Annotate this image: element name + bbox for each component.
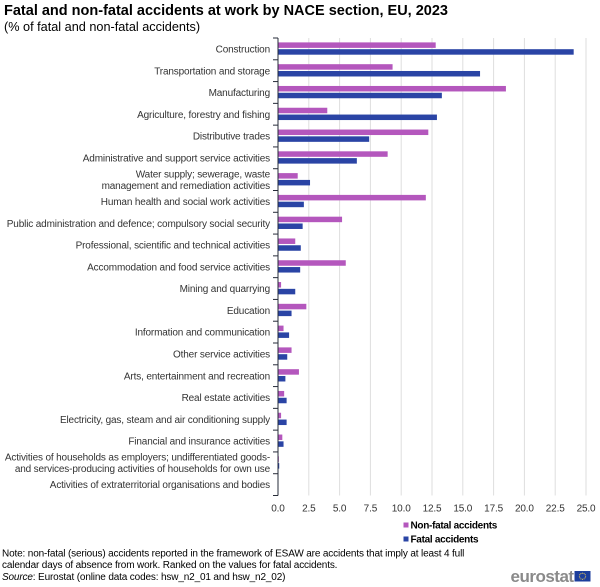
svg-text:Education: Education xyxy=(227,306,270,317)
svg-text:Construction: Construction xyxy=(216,44,270,55)
svg-text:12.5: 12.5 xyxy=(423,504,442,515)
svg-text:Accommodation and food service: Accommodation and food service activitie… xyxy=(87,262,270,273)
svg-text:Arts, entertainment and recrea: Arts, entertainment and recreation xyxy=(124,371,270,382)
svg-text:17.5: 17.5 xyxy=(484,504,503,515)
svg-text:2.5: 2.5 xyxy=(302,504,316,515)
svg-text:Water supply; sewerage, waste: Water supply; sewerage, waste xyxy=(136,169,271,180)
svg-text:and services-producing activit: and services-producing activities of hou… xyxy=(15,464,271,475)
svg-text:management and remediation act: management and remediation activities xyxy=(102,181,271,192)
svg-text:Agriculture, forestry and fish: Agriculture, forestry and fishing xyxy=(137,110,270,121)
svg-text:Note: non-fatal (serious) acci: Note: non-fatal (serious) accidents repo… xyxy=(2,549,464,560)
svg-text:25.0: 25.0 xyxy=(577,504,596,515)
svg-text:10.0: 10.0 xyxy=(392,504,411,515)
svg-text:Public administration and defe: Public administration and defence; compu… xyxy=(7,219,270,230)
svg-text:Information and communication: Information and communication xyxy=(135,328,270,339)
svg-text:Manufacturing: Manufacturing xyxy=(209,88,270,99)
svg-text:Professional, scientific and t: Professional, scientific and technical a… xyxy=(76,241,271,252)
svg-text:Financial and insurance activi: Financial and insurance activities xyxy=(128,437,270,448)
svg-text:Fatal accidents: Fatal accidents xyxy=(411,535,479,546)
svg-text:Activities of extraterritorial: Activities of extraterritorial organisat… xyxy=(50,480,270,491)
svg-text:Other service activities: Other service activities xyxy=(173,349,270,360)
svg-text:eurostat: eurostat xyxy=(511,567,575,586)
svg-text:0.0: 0.0 xyxy=(271,504,285,515)
svg-text:20.0: 20.0 xyxy=(515,504,534,515)
svg-text:Transportation and storage: Transportation and storage xyxy=(154,66,270,77)
svg-text:Electricity, gas, steam and ai: Electricity, gas, steam and air conditio… xyxy=(60,415,270,426)
svg-text:calendar days of absence from: calendar days of absence from work. Rank… xyxy=(2,560,337,571)
svg-text:15.0: 15.0 xyxy=(453,504,472,515)
svg-text:Non-fatal accidents: Non-fatal accidents xyxy=(411,521,498,532)
svg-text:Human health and social work a: Human health and social work activities xyxy=(101,197,270,208)
svg-text:22.5: 22.5 xyxy=(546,504,565,515)
svg-text:Mining and quarrying: Mining and quarrying xyxy=(180,284,270,295)
svg-text:7.5: 7.5 xyxy=(364,504,378,515)
svg-text:Distributive trades: Distributive trades xyxy=(193,132,270,143)
svg-text:Real estate activities: Real estate activities xyxy=(182,393,271,404)
svg-text:Activities of households as em: Activities of households as employers; u… xyxy=(5,453,270,464)
svg-text:Source: Eurostat (online data: Source: Eurostat (online data codes: hsw… xyxy=(2,572,285,583)
svg-text:5.0: 5.0 xyxy=(333,504,347,515)
svg-text:Administrative and support ser: Administrative and support service activ… xyxy=(83,153,270,164)
